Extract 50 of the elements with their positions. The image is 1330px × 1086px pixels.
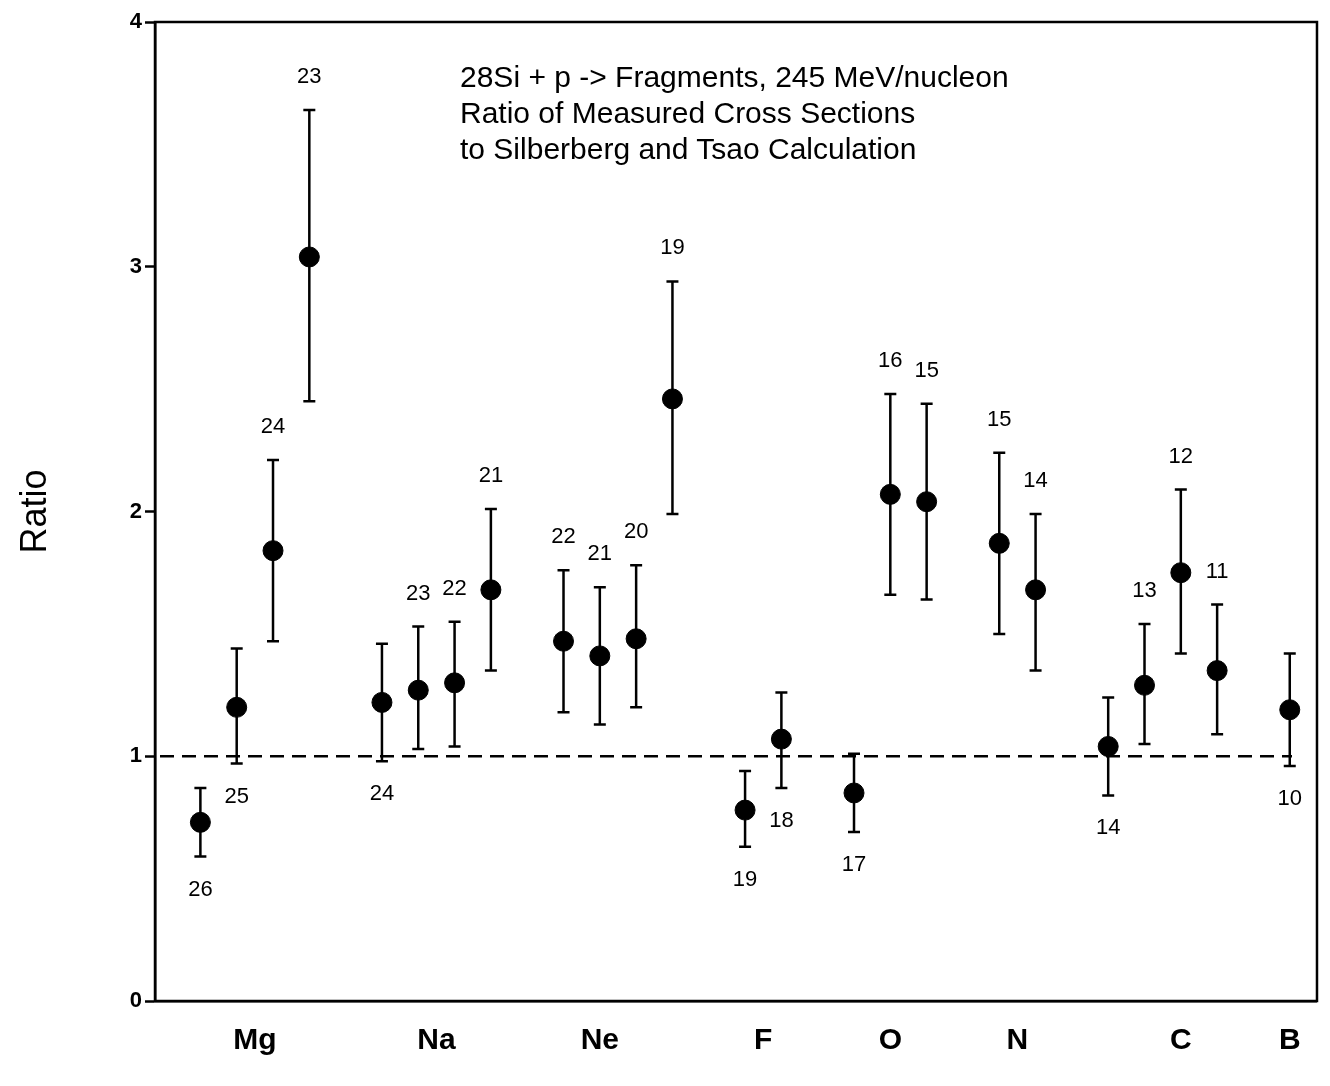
y-axis-title: Ratio xyxy=(12,469,54,554)
point xyxy=(734,799,756,821)
point xyxy=(1097,735,1119,757)
point xyxy=(589,645,611,667)
annotation: 24 xyxy=(260,413,286,439)
annotation: 16 xyxy=(878,347,903,373)
annotation: 20 xyxy=(623,518,649,544)
x-tick-label: O xyxy=(878,1022,902,1056)
text: 28Si + p -> Fragments, 245 MeV/nucleon Ratio of Measured Cross Sections to Silberberg and Tsao Calculation xyxy=(460,60,1009,166)
annotation: 26 xyxy=(188,875,213,901)
x-tick-label: F xyxy=(754,1022,773,1056)
point xyxy=(625,628,647,650)
y-tick-label: 0 xyxy=(129,987,142,1013)
point xyxy=(843,782,865,804)
annotation: 13 xyxy=(1132,577,1157,603)
x-tick-label: Mg xyxy=(233,1022,277,1056)
annotation: 21 xyxy=(478,462,504,488)
point xyxy=(1170,562,1192,584)
x-tick-label: Ne xyxy=(580,1022,619,1056)
annotation: 19 xyxy=(660,234,685,260)
annotation: 14 xyxy=(1095,814,1121,840)
annotation: 15 xyxy=(914,356,939,382)
annotation: 12 xyxy=(1168,442,1194,468)
y-tick-label: 2 xyxy=(129,497,142,523)
annotation: 23 xyxy=(406,579,431,605)
annotation: 23 xyxy=(297,63,322,89)
annotation: 19 xyxy=(732,865,758,891)
y-tick-label: 1 xyxy=(129,742,142,768)
annotation: 22 xyxy=(551,523,576,549)
x-tick-label: C xyxy=(1169,1022,1192,1056)
x-tick-label: N xyxy=(1006,1022,1029,1056)
point xyxy=(371,691,393,713)
y-tick-label: 4 xyxy=(129,8,143,34)
x-tick-label: B xyxy=(1278,1022,1301,1056)
annotation: 22 xyxy=(442,574,467,600)
annotation: 24 xyxy=(369,780,395,806)
annotation: 18 xyxy=(769,807,794,833)
point xyxy=(480,579,502,601)
point xyxy=(1279,699,1301,721)
annotation: 25 xyxy=(224,782,249,808)
point xyxy=(262,540,284,562)
point xyxy=(1206,660,1228,682)
annotation: 21 xyxy=(587,540,613,566)
annotation: 17 xyxy=(841,851,867,877)
annotation: 14 xyxy=(1023,467,1048,493)
annotation: 11 xyxy=(1205,557,1229,583)
y-tick-label: 3 xyxy=(129,252,142,278)
x-tick-label: Na xyxy=(417,1022,456,1056)
annotation: 15 xyxy=(987,405,1012,431)
annotation: 10 xyxy=(1277,785,1302,811)
